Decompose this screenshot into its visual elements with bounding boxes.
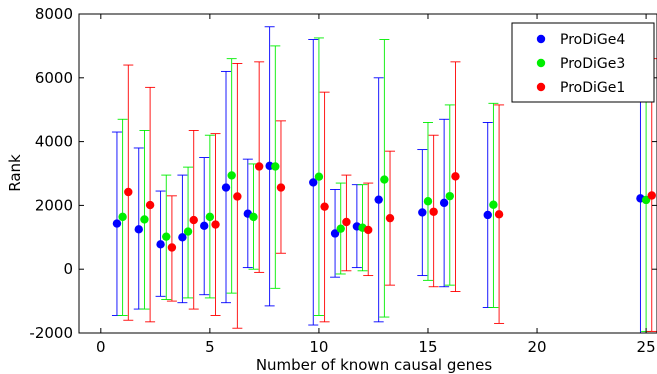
legend-marker bbox=[536, 58, 546, 68]
point-prodige3 bbox=[489, 200, 498, 209]
x-tick-label: 25 bbox=[637, 338, 656, 356]
x-tick-label: 5 bbox=[205, 338, 215, 356]
y-tick-label: 4000 bbox=[35, 133, 73, 151]
point-prodige1 bbox=[429, 207, 438, 216]
point-prodige1 bbox=[167, 243, 177, 252]
legend-label: ProDiGe3 bbox=[560, 56, 625, 72]
point-prodige1 bbox=[276, 183, 286, 192]
point-prodige4 bbox=[330, 229, 340, 238]
point-prodige1 bbox=[211, 220, 220, 229]
point-prodige1 bbox=[451, 172, 460, 181]
legend: ProDiGe4 ProDiGe3 ProDiGe1 bbox=[511, 22, 655, 103]
point-prodige4 bbox=[134, 225, 143, 234]
point-prodige4 bbox=[156, 240, 165, 249]
point-prodige4 bbox=[418, 208, 427, 217]
point-prodige3 bbox=[183, 227, 193, 236]
point-prodige3 bbox=[445, 191, 454, 201]
data-points bbox=[112, 161, 656, 252]
point-prodige1 bbox=[647, 191, 656, 200]
point-prodige4 bbox=[439, 198, 449, 208]
point-prodige3 bbox=[380, 175, 389, 184]
point-prodige4 bbox=[112, 219, 122, 228]
point-prodige1 bbox=[385, 213, 395, 223]
point-prodige3 bbox=[162, 232, 171, 241]
point-prodige1 bbox=[189, 215, 198, 225]
point-prodige1 bbox=[124, 187, 133, 197]
point-prodige4 bbox=[483, 210, 492, 220]
point-prodige4 bbox=[309, 178, 318, 187]
point-prodige1 bbox=[342, 217, 351, 227]
point-prodige4 bbox=[199, 221, 209, 231]
point-prodige1 bbox=[494, 210, 504, 219]
point-prodige4 bbox=[221, 183, 231, 192]
point-prodige1 bbox=[364, 225, 373, 235]
legend-label: ProDiGe4 bbox=[560, 32, 625, 48]
y-tick-label: 6000 bbox=[35, 69, 73, 87]
point-prodige1 bbox=[145, 200, 155, 210]
y-tick-label: 2000 bbox=[35, 196, 73, 214]
plot-frame bbox=[78, 13, 657, 334]
y-axis-ticks: -2000 0 2000 4000 6000 8000 bbox=[29, 5, 657, 342]
x-tick-label: 20 bbox=[527, 338, 546, 356]
point-prodige3 bbox=[118, 212, 127, 222]
point-prodige3 bbox=[140, 215, 149, 224]
x-axis-label: Number of known causal genes bbox=[256, 356, 493, 374]
point-prodige3 bbox=[227, 171, 236, 180]
y-axis-label: Rank bbox=[6, 154, 24, 192]
legend-box bbox=[511, 22, 655, 103]
point-prodige1 bbox=[254, 162, 264, 171]
point-prodige3 bbox=[205, 212, 215, 222]
point-prodige1 bbox=[233, 192, 242, 201]
y-tick-label: -2000 bbox=[29, 324, 73, 342]
point-prodige3 bbox=[336, 224, 345, 233]
point-prodige1 bbox=[320, 202, 329, 211]
x-tick-label: 10 bbox=[309, 338, 328, 356]
point-prodige3 bbox=[641, 195, 651, 205]
point-prodige3 bbox=[271, 162, 280, 171]
point-prodige4 bbox=[374, 195, 383, 204]
y-tick-label: 0 bbox=[63, 260, 73, 278]
x-tick-label: 0 bbox=[96, 338, 106, 356]
y-tick-label: 8000 bbox=[35, 5, 73, 23]
point-prodige4 bbox=[178, 233, 187, 242]
legend-marker bbox=[536, 34, 546, 44]
legend-marker bbox=[536, 82, 546, 92]
point-prodige3 bbox=[249, 212, 258, 222]
x-axis-ticks: 0 5 10 15 20 25 bbox=[96, 14, 656, 356]
legend-label: ProDiGe1 bbox=[560, 80, 625, 96]
point-prodige3 bbox=[314, 172, 324, 181]
point-prodige3 bbox=[423, 197, 433, 206]
x-tick-label: 15 bbox=[418, 338, 437, 356]
